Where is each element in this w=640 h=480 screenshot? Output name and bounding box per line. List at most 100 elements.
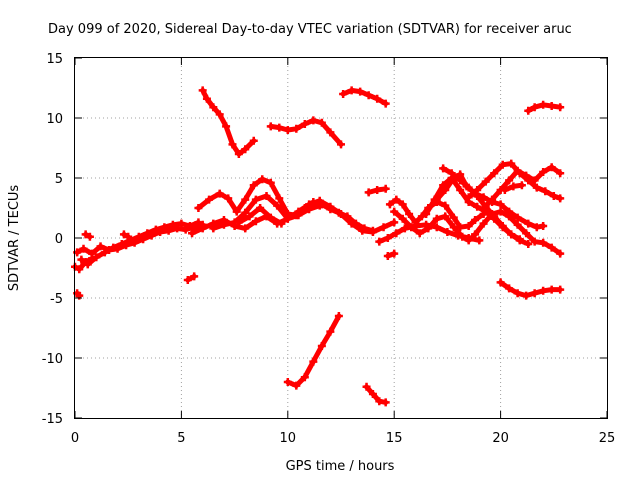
data-traces: [71, 86, 565, 407]
data-point: [134, 232, 143, 241]
data-point: [77, 255, 86, 264]
data-point: [334, 312, 343, 320]
data-point: [373, 94, 382, 103]
x-tick-label: 10: [280, 431, 297, 446]
data-point: [273, 201, 282, 210]
data-point: [383, 252, 392, 260]
x-tick-label: 15: [386, 431, 403, 446]
data-point: [390, 207, 399, 216]
data-point: [251, 195, 260, 204]
data-point: [456, 176, 465, 185]
data-point: [356, 87, 365, 96]
data-point: [96, 242, 105, 251]
data-point: [258, 175, 267, 184]
data-point: [109, 243, 118, 252]
data-point: [505, 176, 514, 185]
data-point: [405, 210, 414, 218]
data-point: [390, 249, 399, 258]
data-point: [219, 220, 228, 229]
data-point: [151, 225, 160, 234]
data-point: [392, 229, 401, 238]
data-point: [315, 201, 324, 210]
data-point: [417, 212, 426, 221]
data-point: [441, 186, 450, 194]
data-point: [249, 136, 258, 145]
data-point: [266, 213, 275, 222]
data-point: [449, 213, 458, 222]
data-point: [496, 207, 505, 216]
data-point: [241, 145, 250, 154]
data-point: [205, 195, 214, 204]
data-point: [283, 126, 292, 134]
data-point: [283, 378, 292, 386]
data-point: [541, 187, 550, 196]
y-tick-label: -15: [42, 412, 63, 427]
data-point: [202, 94, 211, 103]
data-point: [441, 212, 450, 221]
data-point: [277, 219, 286, 228]
data-point: [294, 211, 303, 220]
data-point: [234, 150, 243, 158]
data-point: [424, 224, 433, 233]
data-point: [488, 195, 497, 204]
data-point: [471, 216, 480, 224]
data-point: [309, 198, 318, 206]
data-point: [300, 120, 309, 128]
data-point: [317, 342, 326, 350]
data-point: [266, 122, 275, 131]
data-point: [556, 249, 565, 258]
data-point: [498, 160, 507, 169]
data-point: [81, 258, 90, 266]
y-tick-label: 5: [55, 172, 63, 187]
data-point: [556, 194, 565, 203]
data-point: [143, 229, 152, 238]
data-point: [515, 236, 524, 245]
x-tick-labels: 0 5 10 15 20 25: [71, 431, 615, 446]
data-point: [432, 195, 441, 204]
data-point: [447, 169, 456, 178]
data-point: [524, 106, 533, 115]
series-trace-t27: [285, 313, 342, 389]
x-tick-label: 0: [71, 431, 79, 446]
data-point: [464, 193, 473, 202]
data-point: [464, 183, 473, 192]
data-point: [385, 200, 394, 209]
data-point: [326, 327, 335, 336]
data-point: [256, 204, 265, 212]
data-point: [458, 232, 467, 241]
y-tick-label: 10: [46, 112, 63, 127]
data-point: [81, 230, 90, 239]
data-point: [530, 103, 539, 112]
data-point: [439, 164, 448, 173]
data-point: [539, 286, 548, 295]
data-point: [522, 229, 531, 238]
data-point: [245, 212, 254, 221]
data-point: [215, 110, 224, 119]
data-point: [464, 222, 473, 230]
data-point: [88, 254, 97, 263]
data-point: [234, 218, 243, 227]
data-point: [449, 223, 458, 232]
data-point: [251, 217, 260, 226]
series-trace-t1: [74, 222, 206, 257]
data-point: [100, 248, 109, 257]
data-point: [292, 124, 301, 133]
data-point: [398, 214, 407, 223]
data-point: [432, 223, 441, 232]
data-point: [334, 208, 343, 217]
data-point: [507, 159, 516, 168]
data-point: [392, 195, 401, 204]
data-point: [530, 176, 539, 185]
data-point: [177, 219, 186, 228]
data-point: [300, 373, 309, 382]
data-point: [539, 168, 548, 176]
data-point: [117, 240, 126, 248]
data-point: [343, 212, 352, 221]
data-point: [381, 398, 390, 407]
data-point: [513, 220, 522, 229]
data-point: [337, 140, 345, 149]
data-point: [481, 177, 490, 186]
data-point: [547, 102, 556, 110]
data-point: [326, 128, 335, 137]
